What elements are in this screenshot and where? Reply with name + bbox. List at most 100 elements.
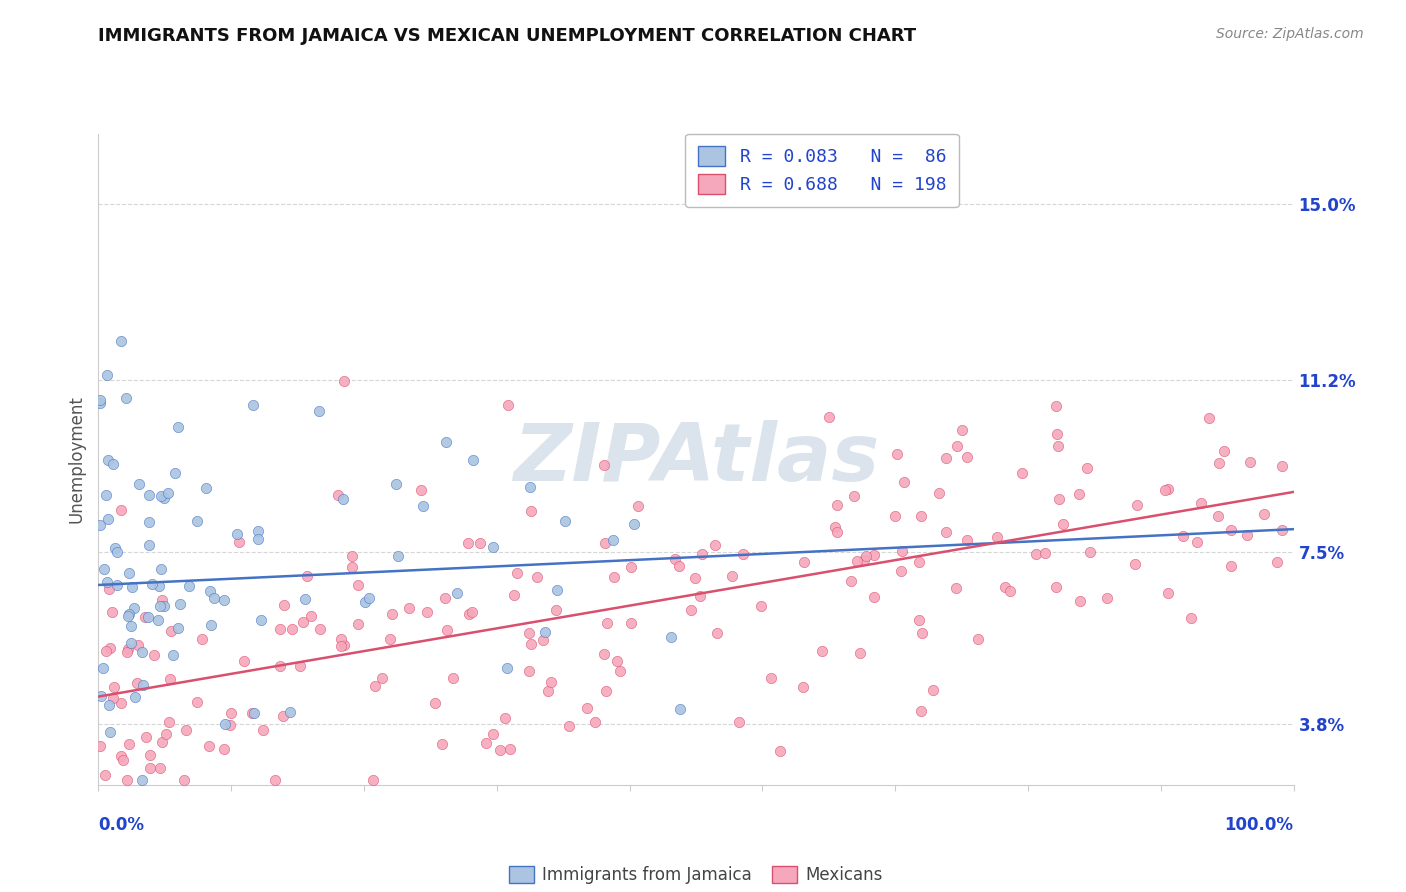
Point — [461, 453, 484, 467]
Point — [884, 508, 907, 523]
Point — [824, 519, 846, 533]
Point — [347, 617, 370, 632]
Point — [96, 574, 118, 589]
Point — [595, 683, 617, 698]
Point — [357, 591, 380, 606]
Point — [602, 533, 624, 547]
Point — [214, 742, 236, 756]
Point — [308, 403, 330, 417]
Point — [910, 704, 932, 718]
Point — [1180, 611, 1202, 625]
Point — [228, 535, 250, 549]
Point — [159, 672, 181, 686]
Point — [893, 475, 915, 489]
Point — [908, 613, 931, 627]
Point — [863, 590, 886, 604]
Point — [333, 638, 356, 652]
Point — [554, 514, 576, 528]
Point — [138, 747, 160, 762]
Point — [531, 633, 554, 648]
Point — [1157, 585, 1180, 599]
Text: Source: ZipAtlas.com: Source: ZipAtlas.com — [1216, 27, 1364, 41]
Point — [162, 648, 184, 662]
Point — [546, 603, 568, 617]
Point — [540, 674, 562, 689]
Point — [908, 555, 931, 569]
Point — [891, 544, 914, 558]
Point — [121, 581, 143, 595]
Point — [727, 715, 749, 730]
Point — [112, 753, 135, 767]
Point — [683, 571, 706, 585]
Text: 100.0%: 100.0% — [1225, 816, 1294, 834]
Point — [792, 680, 814, 694]
Point — [1000, 584, 1022, 599]
Point — [141, 577, 163, 591]
Point — [240, 706, 263, 721]
Point — [117, 566, 139, 580]
Point — [659, 631, 682, 645]
Point — [143, 648, 166, 662]
Point — [849, 647, 872, 661]
Point — [623, 517, 645, 532]
Point — [575, 701, 598, 715]
Point — [105, 578, 128, 592]
Point — [986, 531, 1008, 545]
Point — [148, 579, 170, 593]
Point — [98, 724, 121, 739]
Point — [169, 597, 191, 611]
Point — [195, 481, 218, 495]
Point — [97, 512, 120, 526]
Point — [446, 586, 468, 600]
Text: IMMIGRANTS FROM JAMAICA VS MEXICAN UNEMPLOYMENT CORRELATION CHART: IMMIGRANTS FROM JAMAICA VS MEXICAN UNEMP… — [98, 27, 917, 45]
Point — [583, 714, 606, 729]
Point — [252, 723, 274, 737]
Point — [135, 730, 157, 744]
Point — [200, 584, 222, 599]
Point — [921, 682, 943, 697]
Point — [443, 671, 465, 685]
Point — [945, 581, 967, 595]
Point — [219, 718, 242, 732]
Point — [263, 773, 285, 788]
Point — [186, 695, 208, 709]
Point — [596, 615, 619, 630]
Point — [153, 491, 176, 506]
Point — [558, 719, 581, 733]
Point — [546, 582, 568, 597]
Point — [890, 564, 912, 578]
Point — [668, 702, 690, 716]
Point — [330, 639, 353, 653]
Point — [354, 595, 377, 609]
Point — [946, 439, 969, 453]
Point — [620, 616, 643, 631]
Point — [855, 549, 877, 564]
Point — [606, 654, 628, 668]
Point — [620, 560, 643, 574]
Point — [412, 499, 434, 513]
Point — [1052, 516, 1074, 531]
Point — [1025, 548, 1047, 562]
Point — [364, 679, 387, 693]
Point — [496, 661, 519, 675]
Point — [295, 568, 318, 582]
Point — [494, 711, 516, 725]
Point — [593, 458, 616, 473]
Point — [436, 623, 458, 637]
Point — [120, 619, 142, 633]
Point — [845, 554, 868, 568]
Point — [681, 603, 703, 617]
Point — [138, 488, 160, 502]
Point — [347, 578, 370, 592]
Point — [993, 580, 1015, 594]
Point — [110, 696, 132, 710]
Point — [214, 592, 236, 607]
Point — [706, 626, 728, 640]
Point — [481, 540, 503, 554]
Point — [536, 684, 558, 698]
Point — [609, 665, 631, 679]
Point — [520, 637, 543, 651]
Point — [378, 632, 401, 646]
Point — [110, 749, 132, 764]
Point — [221, 706, 243, 721]
